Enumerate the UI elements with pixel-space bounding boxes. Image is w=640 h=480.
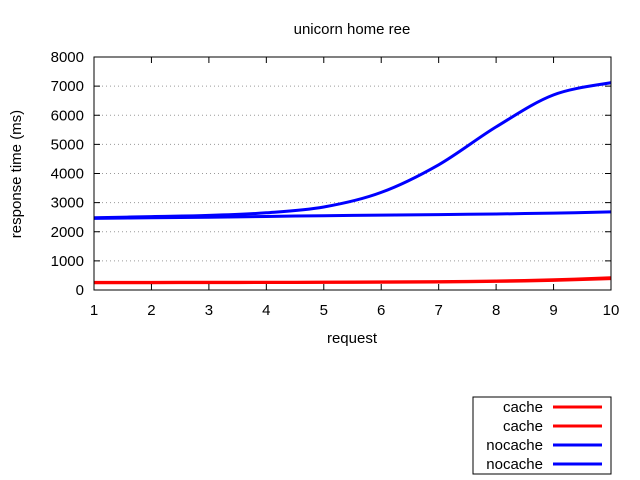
y-tick-label: 1000 xyxy=(51,253,84,270)
x-tick-label: 9 xyxy=(549,302,557,319)
x-tick-label: 7 xyxy=(434,302,442,319)
x-axis-label: request xyxy=(327,330,378,347)
y-tick-label: 2000 xyxy=(51,224,84,241)
grid-lines xyxy=(94,85,611,262)
legend-label: nocache xyxy=(486,437,543,454)
x-tick-label: 4 xyxy=(262,302,270,319)
y-tick-label: 3000 xyxy=(51,195,84,212)
x-tick-label: 1 xyxy=(90,302,98,319)
series-line-nocache xyxy=(93,81,612,220)
y-axis-label: response time (ms) xyxy=(8,110,25,238)
legend-label: cache xyxy=(503,418,543,435)
legend-box xyxy=(472,396,612,475)
axis-ticks: 0 1000 2000 3000 4000 5000 6000 7000 8000 1 2 3 4 5 6 7… xyxy=(51,49,620,319)
chart-title: unicorn home ree xyxy=(294,21,411,38)
y-tick-label: 0 xyxy=(76,282,84,299)
x-tick-label: 8 xyxy=(492,302,500,319)
legend: cache cache nocache nocache xyxy=(472,396,612,475)
legend-label: nocache xyxy=(486,456,543,473)
series-line-cache xyxy=(94,277,612,285)
series-line-nocache xyxy=(93,210,612,220)
x-tick-label: 3 xyxy=(205,302,213,319)
y-tick-label: 7000 xyxy=(51,78,84,95)
legend-label: cache xyxy=(503,399,543,416)
y-tick-label: 8000 xyxy=(51,49,84,66)
x-tick-label: 6 xyxy=(377,302,385,319)
x-tick-label: 5 xyxy=(320,302,328,319)
x-tick-label: 2 xyxy=(147,302,155,319)
x-tick-label: 10 xyxy=(603,302,620,319)
y-tick-label: 5000 xyxy=(51,136,84,153)
series-lines xyxy=(93,81,612,285)
plot-frame xyxy=(93,56,612,291)
y-tick-label: 6000 xyxy=(51,107,84,124)
y-tick-label: 4000 xyxy=(51,166,84,183)
